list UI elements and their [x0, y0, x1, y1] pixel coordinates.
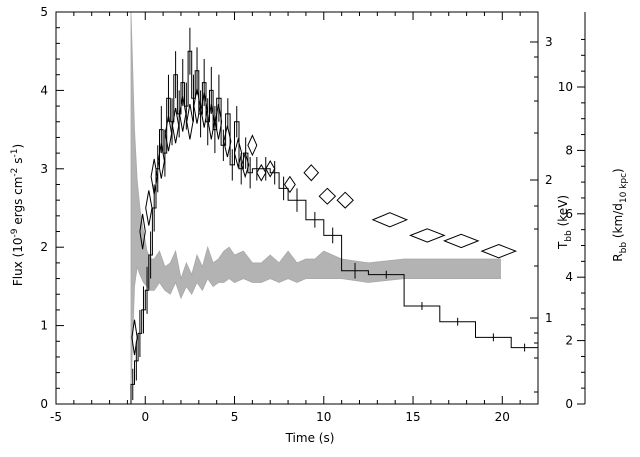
x-tick-label: -5: [50, 410, 62, 424]
left-label-part: -2: [10, 168, 20, 177]
temperature-diamond: [371, 212, 409, 228]
flux-tick-label: 5: [40, 5, 48, 19]
svg-text:Rbb (km/d10 kpc): Rbb (km/d10 kpc): [611, 168, 629, 261]
temperature-diamond: [318, 187, 337, 205]
temperature-diamond: [241, 151, 250, 179]
flux-histogram-line: [130, 50, 538, 404]
x-tick-label: 15: [405, 410, 420, 424]
kt-tick-label: 1: [545, 311, 553, 325]
temperature-diamond: [265, 159, 276, 178]
temperature-diamond: [256, 163, 267, 182]
temperature-diamond: [179, 96, 187, 132]
left-label-part: -9: [10, 228, 20, 237]
kt-tick-label: 2: [545, 173, 553, 187]
svg-text:Tbb (keV): Tbb (keV): [556, 195, 574, 250]
radius-band-layer: [130, 11, 501, 389]
temperature-diamond: [131, 319, 138, 356]
temperature-diamond: [336, 191, 354, 209]
flux-tick-label: 3: [40, 162, 48, 176]
temperature-diamond: [214, 104, 223, 140]
temperature-diamond: [283, 175, 296, 194]
r-tick-label: 4: [565, 270, 573, 284]
temperature-diamond: [145, 190, 153, 226]
x-tick-label: 20: [495, 410, 510, 424]
x-tick-label: 0: [141, 410, 149, 424]
r-label-part: ): [611, 168, 625, 173]
temperature-diamond: [480, 243, 518, 259]
temperature-diamond: [139, 213, 146, 250]
temperature-diamond: [193, 88, 201, 124]
temperature-diamond: [409, 228, 446, 243]
temperature-diamond: [157, 143, 165, 179]
temperature-axis-label: Tbb (keV): [556, 195, 574, 250]
flux-histogram-layer: [130, 27, 538, 404]
radius-band: [130, 11, 501, 389]
temperature-diamond: [171, 107, 180, 144]
temperature-diamond: [164, 115, 173, 152]
left-label-part: s: [11, 158, 25, 168]
temperature-diamond: [150, 158, 158, 195]
left-axis-label: Flux (10-9 ergs cm-2 s-1): [10, 144, 25, 286]
r-label-part: bb: [619, 242, 629, 254]
flux-tick-label: 2: [40, 240, 48, 254]
r-tick-label: 10: [558, 80, 573, 94]
kt-label-part: T: [556, 241, 570, 250]
r-label-part: (km/d: [611, 203, 625, 242]
temperature-diamond: [442, 233, 480, 249]
temperature-diamond: [247, 134, 258, 157]
r-tick-label: 8: [565, 143, 573, 157]
left-label-part: ): [11, 144, 25, 149]
plot-frame: [55, 11, 539, 405]
x-tick-label: 5: [231, 410, 239, 424]
r-label-part: 10 kpc: [619, 173, 629, 203]
temperature-diamond: [186, 104, 194, 140]
r-tick-label: 2: [565, 334, 573, 348]
temperature-diamond: [223, 125, 232, 158]
kt-label-part: bb: [564, 230, 574, 242]
temperature-diamond: [303, 164, 320, 182]
r-label-part: R: [611, 253, 625, 261]
temperature-diamond: [200, 92, 208, 128]
svg-text:Flux (10-9 ergs cm-2 s-1): Flux (10-9 ergs cm-2 s-1): [10, 144, 25, 286]
x-axis-label: Time (s): [285, 431, 335, 445]
left-label-part: ergs cm: [11, 177, 25, 229]
kt-tick-label: 3: [545, 35, 553, 49]
flux-tick-label: 4: [40, 83, 48, 97]
temperature-diamond: [207, 104, 215, 140]
left-label-part: Flux (10: [11, 237, 25, 286]
flux-tick-label: 1: [40, 319, 48, 333]
temperature-diamond-layer: [131, 88, 518, 356]
r-tick-label: 0: [565, 397, 573, 411]
kt-label-part: (keV): [556, 195, 570, 230]
temperature-diamond: [233, 137, 243, 169]
r-tick-label: 6: [565, 207, 573, 221]
radius-axis-label: Rbb (km/d10 kpc): [611, 168, 629, 261]
flux-tick-label: 0: [40, 397, 48, 411]
x-tick-label: 10: [316, 410, 331, 424]
left-label-part: -1: [10, 149, 20, 158]
